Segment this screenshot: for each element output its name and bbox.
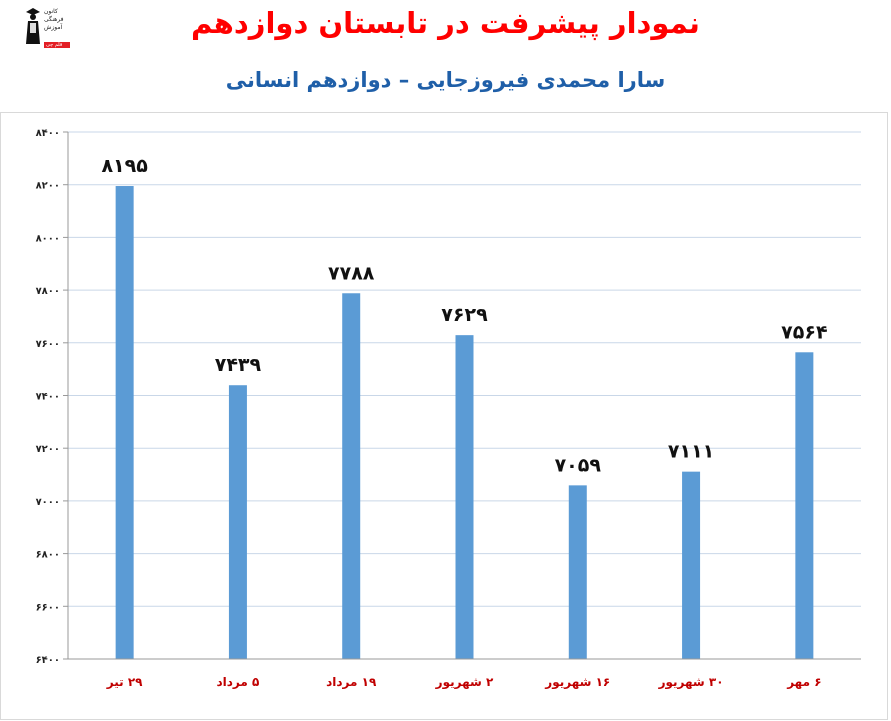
data-label: ۷۰۵۹ <box>555 454 602 476</box>
y-tick-label: ۷۶۰۰ <box>36 339 60 350</box>
logo-figure-icon <box>26 8 40 44</box>
page-subtitle: سارا محمدی فیروزجایی – دوازدهم انسانی <box>225 68 666 92</box>
y-tick-label: ۷۲۰۰ <box>36 444 60 455</box>
x-tick-label: ۲۹ تیر <box>106 675 143 689</box>
bar <box>228 385 247 659</box>
y-tick-label: ۸۲۰۰ <box>36 181 60 192</box>
data-label: ۷۶۲۹ <box>441 304 488 326</box>
bar <box>568 485 587 659</box>
logo-badge-text: قلم چی <box>46 42 63 48</box>
bar <box>115 186 134 659</box>
x-tick-label: ۳۰ شهریور <box>658 675 724 690</box>
x-tick-label: ۶ مهر <box>786 675 821 689</box>
x-tick-label: ۵ مرداد <box>217 675 260 689</box>
bar <box>682 471 701 659</box>
bar-chart: ۶۴۰۰ ۶۶۰۰ ۶۸۰۰ ۷۰۰۰ ۷۲۰۰ ۷۴۰۰ ۷۶۰۰ ۷۸۰۰ ۸۰۰۰ ۸۲۰۰… <box>36 128 861 690</box>
page-title: نمودار پیشرفت در تابستان دوازدهم <box>191 6 700 40</box>
data-label: ۷۴۳۹ <box>215 354 262 376</box>
y-tick-label: ۸۰۰۰ <box>36 233 60 244</box>
chart-frame: ۶۴۰۰ ۶۶۰۰ ۶۸۰۰ ۷۰۰۰ ۷۲۰۰ ۷۴۰۰ ۷۶۰۰ ۷۸۰۰ ۸۰۰۰ ۸۲۰۰… <box>0 112 888 720</box>
y-tick-label: ۶۸۰۰ <box>36 550 60 561</box>
x-tick-label: ۲ شهریور <box>435 675 494 690</box>
bar <box>795 352 814 659</box>
y-tick-label: ۶۴۰۰ <box>36 655 60 666</box>
data-label: ۷۵۶۴ <box>781 321 827 343</box>
x-tick-label: ۱۹ مرداد <box>326 675 377 689</box>
logo: کانون فرهنگی آموزش قلم چی <box>24 4 72 50</box>
bar <box>455 335 474 659</box>
logo-text-line: آموزش <box>44 24 63 31</box>
y-tick-label: ۷۰۰۰ <box>36 497 60 508</box>
logo-text-line: فرهنگی <box>44 16 64 23</box>
bar <box>342 293 361 659</box>
y-tick-label: ۸۴۰۰ <box>36 128 60 139</box>
data-label: ۷۷۸۸ <box>328 262 375 284</box>
logo-badge: قلم چی <box>44 42 70 48</box>
y-tick-label: ۶۶۰۰ <box>36 602 60 613</box>
y-tick-label: ۷۴۰۰ <box>36 392 60 403</box>
data-label: ۷۱۱۱ <box>668 441 714 463</box>
data-label: ۸۱۹۵ <box>101 155 148 177</box>
x-tick-label: ۱۶ شهریور <box>544 675 610 690</box>
logo-text-line: کانون <box>44 8 58 15</box>
y-tick-label: ۷۸۰۰ <box>36 286 60 297</box>
